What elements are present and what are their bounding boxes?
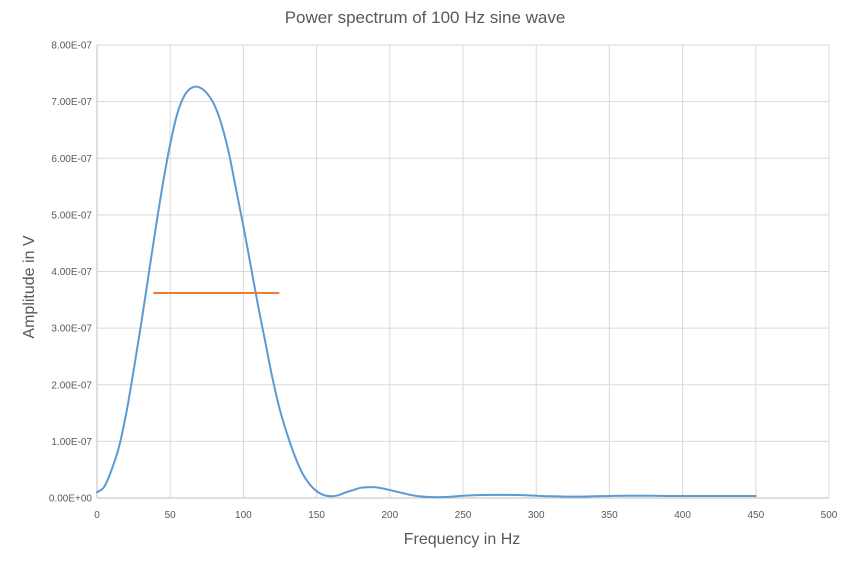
y-tick-label: 2.00E-07 (51, 380, 92, 391)
y-tick-label: 0.00E+00 (49, 494, 93, 505)
label-layer: 0 50 100 150 200 250 300 350 400 450 500 0.00E+00 1.… (49, 41, 838, 522)
y-tick-label: 3.00E-07 (51, 324, 92, 335)
x-tick-label: 0 (94, 510, 100, 521)
y-tick-label: 5.00E-07 (51, 210, 92, 221)
y-tick-label: 4.00E-07 (51, 267, 92, 278)
x-tick-label: 150 (308, 510, 325, 521)
y-axis-title: Amplitude in V (21, 235, 38, 338)
chart-title: Power spectrum of 100 Hz sine wave (285, 8, 566, 27)
y-tick-label: 1.00E-07 (51, 437, 92, 448)
y-tick-label: 6.00E-07 (51, 154, 92, 165)
x-tick-label: 200 (381, 510, 398, 521)
x-tick-label: 450 (747, 510, 764, 521)
spectrum-series-line (96, 85, 757, 499)
x-tick-label: 500 (821, 510, 838, 521)
x-axis-title: Frequency in Hz (404, 531, 521, 548)
grid-layer (97, 44, 830, 498)
x-tick-label: 100 (235, 510, 252, 521)
series-layer (96, 85, 757, 499)
x-tick-label: 50 (165, 510, 177, 521)
y-tick-label: 7.00E-07 (51, 97, 92, 108)
axis-layer (96, 45, 829, 499)
y-tick-label: 8.00E-07 (51, 41, 92, 52)
x-tick-label: 400 (674, 510, 691, 521)
x-tick-label: 350 (601, 510, 618, 521)
x-tick-label: 250 (455, 510, 472, 521)
x-tick-label: 300 (528, 510, 545, 521)
